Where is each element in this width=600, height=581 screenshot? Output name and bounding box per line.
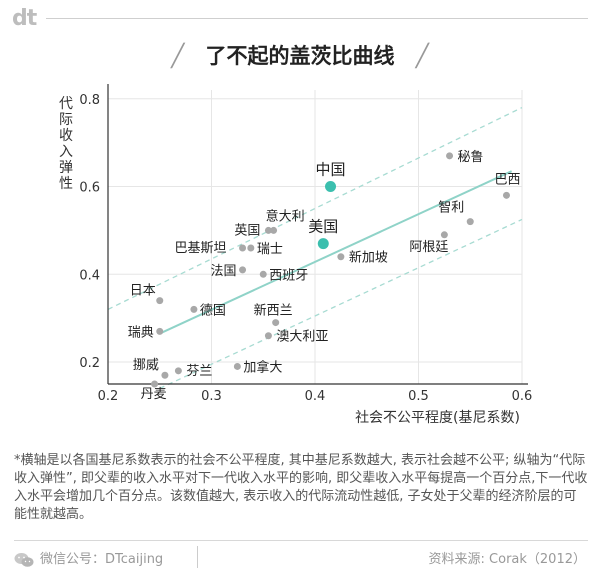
label-智利: 智利: [438, 201, 464, 216]
title-bar: ╱ 了不起的盖茨比曲线 ╱: [0, 40, 600, 70]
point-西班牙: [259, 270, 267, 278]
label-巴西: 巴西: [494, 172, 520, 187]
label-澳大利亚: 澳大利亚: [276, 329, 328, 345]
label-英国: 英国: [234, 223, 260, 238]
point-丹麦: [151, 380, 159, 388]
label-加拿大: 加拿大: [243, 359, 282, 375]
x-tick-label: 0.6: [512, 389, 533, 404]
label-挪威: 挪威: [133, 358, 159, 373]
point-德国: [190, 305, 198, 313]
lower-band-line: [159, 218, 523, 389]
upper-band-line: [107, 106, 523, 310]
footer-wechat: 微信公号：DTcaijing: [14, 548, 163, 568]
title-slash-left: ╱: [171, 44, 185, 69]
point-日本: [156, 297, 164, 305]
label-新加坡: 新加坡: [349, 250, 388, 266]
title-slash-right: ╱: [415, 44, 429, 69]
footer-separator: [197, 546, 198, 568]
label-德国: 德国: [200, 303, 226, 318]
trend-line: [159, 170, 513, 335]
label-美国: 美国: [308, 218, 338, 236]
x-axis-label: 社会不公平程度(基尼系数): [355, 409, 520, 426]
y-axis-label: 代际收入弹性: [59, 96, 73, 192]
point-新加坡: [337, 253, 345, 261]
data-points: [151, 152, 510, 388]
point-加拿大: [233, 362, 241, 370]
label-秘鲁: 秘鲁: [458, 150, 484, 165]
x-tick-label: 0.3: [201, 389, 222, 404]
page-title: 了不起的盖茨比曲线: [205, 44, 395, 68]
point-法国: [239, 266, 247, 274]
point-瑞士: [247, 244, 255, 252]
point-新西兰: [272, 319, 280, 327]
y-tick-label: 0.4: [79, 268, 100, 283]
point-巴基斯坦: [239, 244, 247, 252]
label-丹麦: 丹麦: [141, 387, 167, 402]
label-阿根廷: 阿根廷: [409, 240, 448, 255]
x-tick-label: 0.5: [408, 389, 429, 404]
x-tick-label: 0.2: [98, 389, 119, 404]
label-中国: 中国: [316, 161, 346, 179]
point-挪威: [161, 371, 169, 379]
wechat-account: 微信公号：DTcaijing: [40, 552, 164, 567]
dt-logo: dt: [12, 6, 37, 31]
label-巴基斯坦: 巴基斯坦: [175, 241, 227, 256]
point-瑞典: [156, 327, 164, 335]
y-tick-label: 0.8: [79, 93, 100, 108]
y-tick-label: 0.6: [79, 181, 100, 196]
bottom-divider: [14, 540, 588, 541]
trend-bands: [107, 106, 523, 389]
point-秘鲁: [446, 152, 454, 160]
label-意大利: 意大利: [266, 208, 305, 224]
point-中国: [325, 181, 337, 193]
point-澳大利亚: [264, 332, 272, 340]
point-英国: [264, 226, 272, 234]
tick-labels: 0.2 0.4 0.6 0.8 0.2 0.3 0.4 0.5 0.6: [79, 93, 532, 404]
label-瑞士: 瑞士: [257, 242, 283, 257]
point-阿根廷: [440, 231, 448, 239]
point-智利: [466, 218, 474, 226]
top-divider: [46, 18, 588, 19]
label-法国: 法国: [211, 264, 237, 279]
label-西班牙: 西班牙: [269, 268, 308, 283]
label-芬兰: 芬兰: [186, 364, 212, 379]
footnote: *横轴是以各国基尼系数表示的社会不公平程度, 其中基尼系数越大, 表示社会越不公…: [14, 453, 588, 522]
footer-source: 资料来源: Corak（2012）: [428, 552, 586, 567]
point-芬兰: [174, 367, 182, 375]
y-tick-label: 0.2: [79, 356, 100, 371]
x-tick-label: 0.4: [305, 389, 326, 404]
wechat-icon: [14, 552, 34, 567]
label-新西兰: 新西兰: [254, 303, 293, 319]
axes: [107, 84, 528, 385]
point-意大利: [270, 226, 278, 234]
point-美国: [317, 238, 329, 250]
point-巴西: [502, 191, 510, 199]
label-瑞典: 瑞典: [128, 325, 154, 340]
label-日本: 日本: [130, 284, 156, 299]
